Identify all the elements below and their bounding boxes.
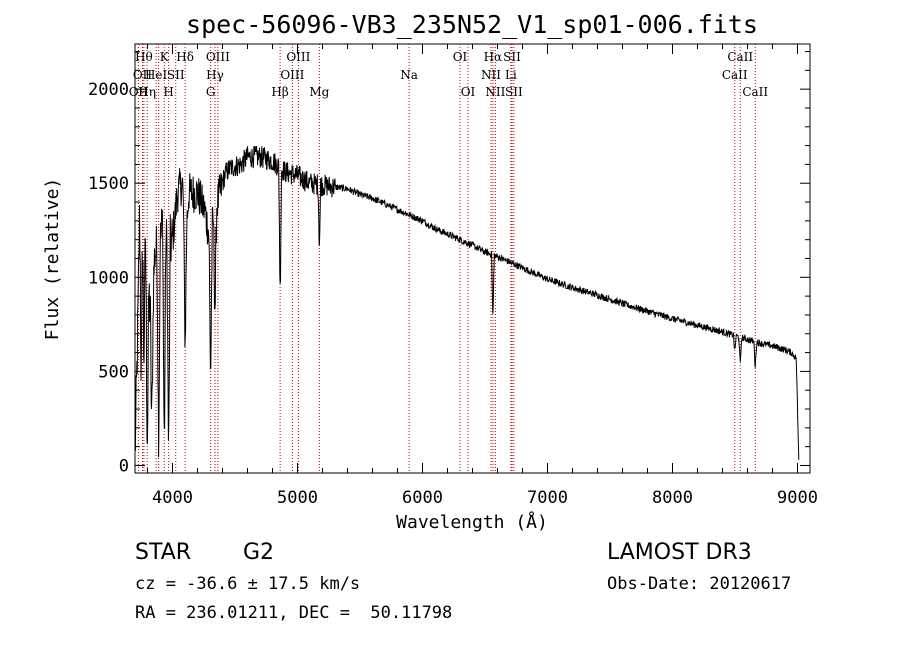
reference-line-label: CaII bbox=[722, 68, 748, 82]
coordinates: RA = 236.01211, DEC = 50.11798 bbox=[135, 603, 453, 623]
reference-line-label: NII bbox=[481, 68, 501, 82]
y-tick-label: 2000 bbox=[88, 80, 129, 100]
y-axis: 0 500 1000 1500 2000 bbox=[88, 51, 810, 476]
reference-line-label: NII bbox=[485, 85, 505, 99]
y-tick-label: 500 bbox=[98, 362, 129, 382]
x-tick-label: 6000 bbox=[402, 488, 443, 508]
reference-line-label: OI bbox=[453, 50, 468, 64]
reference-line-label: OIII bbox=[286, 50, 310, 64]
redshift-readout: cz = -36.6 ± 17.5 km/s bbox=[135, 574, 361, 594]
reference-line-label: OII bbox=[133, 68, 153, 82]
y-axis-label: Flux (relative) bbox=[42, 178, 63, 341]
x-tick-label: 7000 bbox=[527, 488, 568, 508]
reference-line-label: G bbox=[206, 85, 216, 99]
x-tick-label: 8000 bbox=[652, 488, 693, 508]
reference-line-label: CaII bbox=[742, 85, 768, 99]
reference-line-label: SII bbox=[505, 85, 523, 99]
x-axis: 4000 5000 6000 7000 8000 9000 bbox=[147, 44, 818, 508]
reference-line-label: K bbox=[160, 50, 170, 64]
reference-line-label: Mg bbox=[309, 85, 329, 99]
chart-title: spec-56096-VB3_235N52_V1_sp01-006.fits bbox=[186, 10, 758, 39]
reference-line-label: OIII bbox=[206, 50, 230, 64]
reference-line-labels: OII OII Hθ Hη HeI K H SII Hδ G Hγ OIII Hβ OIII OIII Mg N… bbox=[129, 50, 769, 99]
obs-date: Obs-Date: 20120617 bbox=[607, 574, 792, 594]
reference-line-label: Na bbox=[400, 68, 418, 82]
reference-lines bbox=[137, 44, 756, 473]
object-class: STAR bbox=[135, 540, 192, 565]
reference-line-label: Hη bbox=[138, 85, 156, 99]
x-axis-label: Wavelength (Å) bbox=[396, 511, 548, 533]
spectrum-line bbox=[134, 145, 800, 460]
reference-line-label: Hβ bbox=[271, 85, 288, 99]
reference-line-label: SII bbox=[503, 50, 521, 64]
plot-frame bbox=[134, 43, 811, 474]
reference-line-label: Hα bbox=[484, 50, 503, 64]
reference-line-label: SII bbox=[167, 68, 185, 82]
reference-line-label: Hθ bbox=[135, 50, 153, 64]
reference-line-label: OIII bbox=[280, 68, 304, 82]
reference-line-label: OI bbox=[461, 85, 476, 99]
y-tick-label: 1500 bbox=[88, 174, 129, 194]
x-tick-label: 5000 bbox=[277, 488, 318, 508]
x-tick-label: 9000 bbox=[777, 488, 818, 508]
y-tick-label: 1000 bbox=[88, 268, 129, 288]
x-tick-label: 4000 bbox=[152, 488, 193, 508]
reference-line-label: Hγ bbox=[206, 68, 224, 82]
reference-line-label: CaII bbox=[727, 50, 753, 64]
subclass: G2 bbox=[243, 540, 275, 565]
reference-line-label: Li bbox=[505, 68, 517, 82]
y-tick-label: 0 bbox=[119, 456, 129, 476]
reference-line-label: HeI bbox=[145, 68, 168, 82]
reference-line-label: Hδ bbox=[176, 50, 194, 64]
reference-line-label: H bbox=[163, 85, 173, 99]
reference-line-label: OII bbox=[129, 85, 149, 99]
survey-name: LAMOST DR3 bbox=[607, 540, 752, 565]
